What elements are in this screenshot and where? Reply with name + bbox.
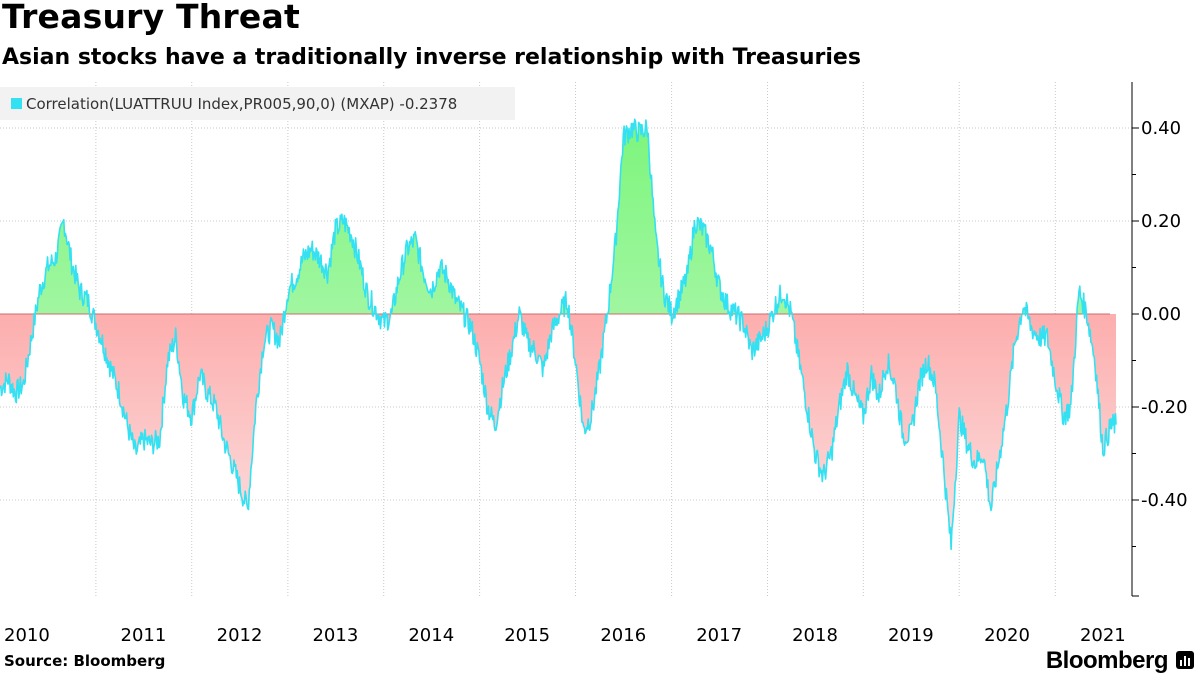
- y-tick-label: 0.40: [1141, 118, 1181, 139]
- negative-area: [0, 314, 1116, 550]
- y-tick-label: -0.20: [1141, 397, 1188, 418]
- y-tick-label: 0.20: [1141, 211, 1181, 232]
- x-tick-label: 2011: [121, 625, 167, 646]
- source-note: Source: Bloomberg: [4, 652, 166, 670]
- y-tick-label: 0.00: [1141, 304, 1181, 325]
- x-tick-label: 2012: [217, 625, 263, 646]
- x-tick-label: 2017: [696, 625, 742, 646]
- x-tick-label: 2020: [984, 625, 1030, 646]
- correlation-series-line: [0, 118, 1117, 551]
- x-tick-label: 2014: [408, 625, 454, 646]
- bloomberg-chart-icon: [1176, 651, 1194, 669]
- legend-label: Correlation(LUATTRUU Index,PR005,90,0) (…: [26, 94, 458, 113]
- x-tick-label: 2013: [312, 625, 358, 646]
- x-tick-label: 2019: [888, 625, 934, 646]
- chart-title: Treasury Threat: [2, 0, 300, 36]
- y-axis: 0.40 0.20 0.00 -0.20 -0.40: [1131, 82, 1188, 597]
- x-tick-label: 2015: [504, 625, 550, 646]
- series-line-layer: [0, 118, 1117, 551]
- x-tick-label: 2010: [4, 625, 50, 646]
- x-tick-label: 2021: [1080, 625, 1126, 646]
- chart-subtitle: Asian stocks have a traditionally invers…: [2, 45, 861, 70]
- y-tick-label: -0.40: [1141, 490, 1188, 511]
- x-tick-label: 2018: [792, 625, 838, 646]
- x-axis-labels: 2010 2011 2012 2013 2014 2015 2016 2017 2018 2019…: [4, 625, 1126, 646]
- legend: Correlation(LUATTRUU Index,PR005,90,0) (…: [0, 87, 515, 120]
- legend-swatch: [11, 98, 22, 109]
- bloomberg-logo: Bloomberg: [1045, 647, 1169, 674]
- area-fills: [0, 119, 1116, 550]
- x-tick-label: 2016: [600, 625, 646, 646]
